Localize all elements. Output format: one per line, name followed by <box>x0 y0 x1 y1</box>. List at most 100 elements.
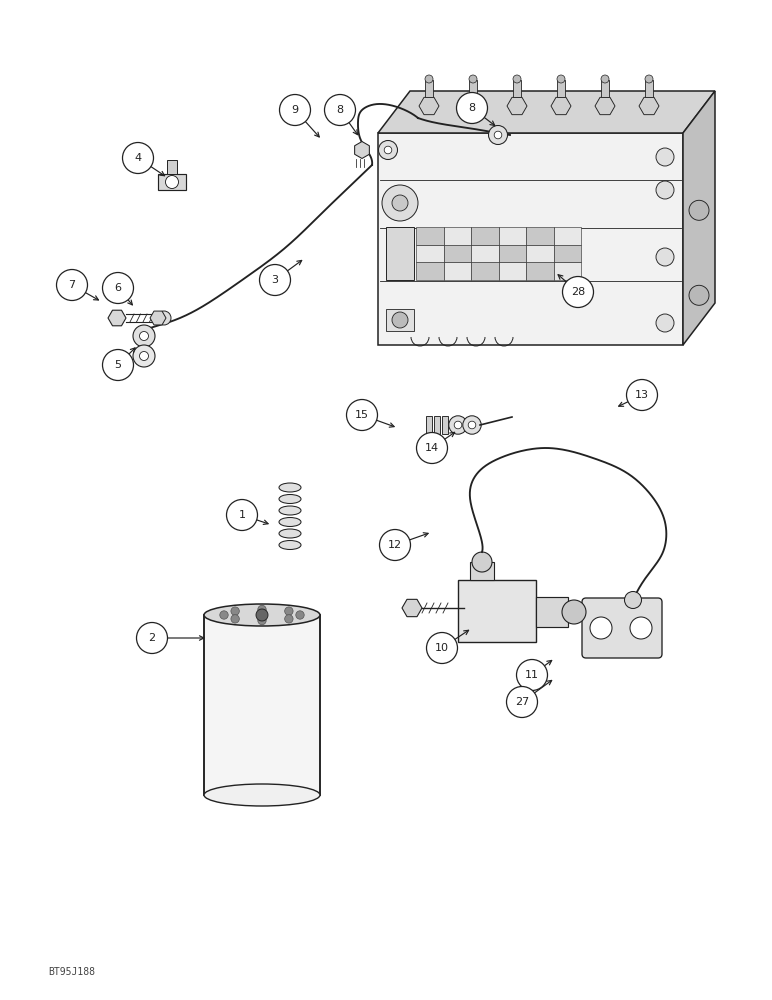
Circle shape <box>296 611 304 619</box>
Ellipse shape <box>279 529 301 538</box>
Circle shape <box>454 421 462 429</box>
Circle shape <box>133 345 155 367</box>
Bar <box>499 262 526 279</box>
Circle shape <box>656 248 674 266</box>
Circle shape <box>133 325 155 347</box>
Text: 8: 8 <box>469 103 476 113</box>
Circle shape <box>562 600 586 624</box>
Circle shape <box>103 350 134 380</box>
Circle shape <box>601 75 609 83</box>
Bar <box>526 227 554 244</box>
Bar <box>554 244 581 262</box>
Circle shape <box>689 200 709 220</box>
Circle shape <box>103 272 134 304</box>
Bar <box>499 227 526 244</box>
Bar <box>167 160 177 174</box>
Bar <box>442 416 448 434</box>
Circle shape <box>630 617 652 639</box>
Bar <box>471 244 499 262</box>
Polygon shape <box>378 91 715 133</box>
Circle shape <box>645 75 653 83</box>
Circle shape <box>380 530 411 560</box>
Circle shape <box>656 181 674 199</box>
Text: 11: 11 <box>525 670 539 680</box>
Text: 9: 9 <box>292 105 299 115</box>
Text: 27: 27 <box>515 697 529 707</box>
Bar <box>554 227 581 244</box>
Circle shape <box>226 499 258 530</box>
Bar <box>557 80 565 97</box>
Bar <box>471 227 499 244</box>
Circle shape <box>462 416 481 434</box>
Circle shape <box>258 616 266 625</box>
Circle shape <box>392 312 408 328</box>
Ellipse shape <box>204 604 320 626</box>
Circle shape <box>256 609 268 621</box>
Bar <box>458 580 536 642</box>
FancyBboxPatch shape <box>582 598 662 658</box>
Bar <box>645 80 653 97</box>
Ellipse shape <box>279 540 301 550</box>
Circle shape <box>469 75 477 83</box>
Circle shape <box>449 416 467 434</box>
Circle shape <box>378 140 398 159</box>
Circle shape <box>557 75 565 83</box>
Bar <box>513 80 521 97</box>
Bar <box>416 227 443 244</box>
Circle shape <box>563 276 594 308</box>
Circle shape <box>231 607 239 615</box>
Text: 8: 8 <box>337 105 344 115</box>
Text: 1: 1 <box>239 510 245 520</box>
Circle shape <box>231 615 239 623</box>
Circle shape <box>625 591 642 608</box>
Circle shape <box>425 75 433 83</box>
Ellipse shape <box>279 518 301 526</box>
Circle shape <box>285 607 293 615</box>
Circle shape <box>347 399 378 430</box>
Bar <box>471 262 499 279</box>
Circle shape <box>656 148 674 166</box>
Ellipse shape <box>204 784 320 806</box>
Circle shape <box>590 617 612 639</box>
Circle shape <box>140 332 148 340</box>
Circle shape <box>513 75 521 83</box>
Circle shape <box>157 311 171 325</box>
Bar <box>443 244 471 262</box>
Bar <box>536 597 568 627</box>
Circle shape <box>137 622 168 654</box>
Bar <box>426 416 432 434</box>
Circle shape <box>123 142 154 174</box>
Bar <box>443 227 471 244</box>
Bar <box>443 262 471 279</box>
Bar <box>469 80 477 97</box>
Text: 7: 7 <box>69 280 76 290</box>
Circle shape <box>689 285 709 305</box>
Text: 15: 15 <box>355 410 369 420</box>
Bar <box>425 80 433 97</box>
Circle shape <box>456 93 487 123</box>
Text: BT95J188: BT95J188 <box>48 967 95 977</box>
Bar <box>554 262 581 279</box>
Circle shape <box>392 195 408 211</box>
Bar <box>470 562 494 580</box>
Bar <box>601 80 609 97</box>
Bar <box>386 227 414 279</box>
Circle shape <box>468 421 476 429</box>
Text: 10: 10 <box>435 643 449 653</box>
Bar <box>416 244 443 262</box>
Bar <box>416 262 443 279</box>
Text: 2: 2 <box>148 633 156 643</box>
Bar <box>526 262 554 279</box>
Ellipse shape <box>279 494 301 504</box>
Polygon shape <box>683 91 715 345</box>
Circle shape <box>506 686 537 718</box>
Text: 13: 13 <box>635 390 649 400</box>
Bar <box>526 244 554 262</box>
Bar <box>499 244 526 262</box>
Circle shape <box>656 314 674 332</box>
Polygon shape <box>378 133 683 345</box>
Ellipse shape <box>279 483 301 492</box>
Circle shape <box>285 615 293 623</box>
Circle shape <box>472 552 492 572</box>
Bar <box>204 615 320 795</box>
